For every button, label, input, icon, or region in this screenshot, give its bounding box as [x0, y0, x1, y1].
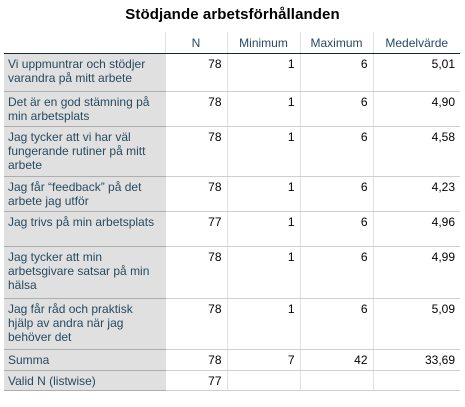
cell-empty	[299, 370, 373, 391]
row-label: Jag trivs på min arbetsplats	[4, 211, 165, 247]
table-row-valid-n: Valid N (listwise) 77	[4, 370, 460, 391]
table-row: Vi uppmuntrar och stödjer varandra på mi…	[4, 53, 460, 92]
cell-minimum: 1	[226, 126, 300, 177]
table-row: Jag får råd och praktisk hjälp av andra …	[4, 298, 460, 350]
cell-maximum: 6	[299, 126, 373, 177]
cell-maximum: 6	[299, 176, 373, 212]
cell-maximum: 6	[299, 53, 373, 92]
table-title: Stödjande arbetsförhållanden	[125, 6, 340, 23]
cell-n: 78	[164, 91, 227, 127]
cell-n: 78	[164, 53, 227, 92]
cell-minimum: 1	[226, 91, 300, 127]
cell-n: 78	[164, 126, 227, 177]
cell-mean: 4,99	[372, 246, 460, 299]
cell-n: 78	[164, 349, 227, 371]
cell-minimum: 1	[226, 246, 300, 299]
cell-n: 78	[164, 298, 227, 350]
table-row-sum: Summa 78 7 42 33,69	[4, 349, 460, 371]
cell-mean: 4,58	[372, 126, 460, 177]
cell-n: 77	[164, 211, 227, 247]
header-row: N Minimum Maximum Medelvärde	[4, 32, 460, 54]
cell-empty	[372, 370, 460, 391]
cell-mean: 33,69	[372, 349, 460, 371]
row-label: Jag tycker att vi har väl fungerande rut…	[4, 126, 165, 177]
cell-n: 78	[164, 246, 227, 299]
row-label: Valid N (listwise)	[4, 370, 165, 391]
table-row: Jag får “feedback” på det arbete jag utf…	[4, 176, 460, 212]
cell-maximum: 6	[299, 91, 373, 127]
table-row: Jag tycker att min arbetsgivare satsar p…	[4, 246, 460, 299]
header-corner	[4, 32, 165, 54]
cell-maximum: 6	[299, 246, 373, 299]
row-label: Jag får “feedback” på det arbete jag utf…	[4, 176, 165, 212]
descriptive-statistics-table: N Minimum Maximum Medelvärde Vi uppmuntr…	[4, 32, 460, 391]
row-label: Jag får råd och praktisk hjälp av andra …	[4, 298, 165, 350]
cell-n: 77	[164, 370, 227, 391]
cell-mean: 5,01	[372, 53, 460, 92]
cell-mean: 4,23	[372, 176, 460, 212]
row-label: Vi uppmuntrar och stödjer varandra på mi…	[4, 53, 165, 92]
cell-maximum: 6	[299, 211, 373, 247]
cell-maximum: 42	[299, 349, 373, 371]
cell-minimum: 1	[226, 176, 300, 212]
header-minimum: Minimum	[226, 32, 300, 54]
cell-minimum: 1	[226, 298, 300, 350]
row-label: Jag tycker att min arbetsgivare satsar p…	[4, 246, 165, 299]
row-label: Det är en god stämning på min arbetsplat…	[4, 91, 165, 127]
header-maximum: Maximum	[299, 32, 373, 54]
cell-minimum: 1	[226, 211, 300, 247]
cell-empty	[226, 370, 300, 391]
cell-mean: 4,96	[372, 211, 460, 247]
cell-n: 78	[164, 176, 227, 212]
cell-mean: 4,90	[372, 91, 460, 127]
cell-minimum: 7	[226, 349, 300, 371]
cell-minimum: 1	[226, 53, 300, 92]
table-row: Det är en god stämning på min arbetsplat…	[4, 91, 460, 127]
table-row: Jag tycker att vi har väl fungerande rut…	[4, 126, 460, 177]
header-n: N	[164, 32, 227, 54]
table-row: Jag trivs på min arbetsplats 77 1 6 4,96	[4, 211, 460, 247]
cell-mean: 5,09	[372, 298, 460, 350]
row-label: Summa	[4, 349, 165, 371]
cell-maximum: 6	[299, 298, 373, 350]
header-mean: Medelvärde	[372, 32, 460, 54]
